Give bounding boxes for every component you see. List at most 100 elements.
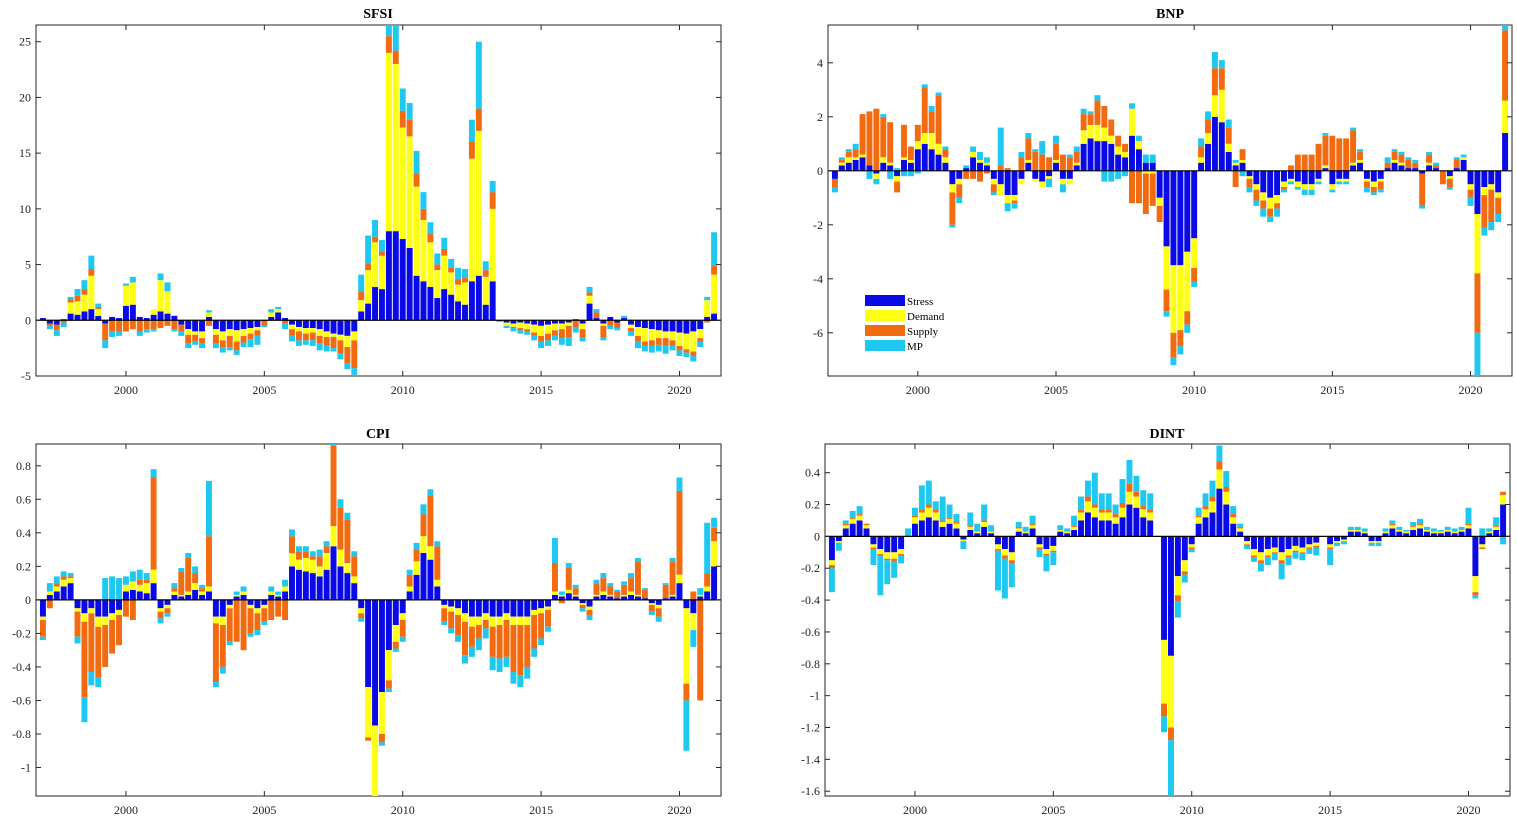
bar-supply xyxy=(1071,525,1078,527)
bar-demand xyxy=(1135,141,1142,150)
bar-mp xyxy=(462,655,468,664)
bar-demand xyxy=(538,325,545,336)
bar-mp xyxy=(1308,189,1315,196)
bar-mp xyxy=(275,591,282,595)
bar-stress xyxy=(880,162,887,171)
bar-mp xyxy=(171,583,178,589)
bar-stress xyxy=(1423,531,1430,537)
bar-stress xyxy=(634,320,641,327)
bar-mp xyxy=(385,688,392,693)
bar-mp xyxy=(946,504,953,518)
bar-mp xyxy=(579,337,586,342)
bar-demand xyxy=(1025,160,1032,163)
bar-mp xyxy=(74,289,81,296)
bar-demand xyxy=(1223,491,1230,505)
bar-mp xyxy=(1389,520,1396,524)
bar-mp xyxy=(690,355,697,362)
bar-supply xyxy=(1142,173,1149,214)
bar-demand xyxy=(157,280,164,312)
bar-supply xyxy=(894,181,901,193)
bar-mp xyxy=(53,576,60,584)
bar-demand xyxy=(455,284,462,302)
bar-demand xyxy=(1147,512,1154,521)
bar-mp xyxy=(129,276,136,283)
bar-mp xyxy=(634,557,641,562)
bar-supply xyxy=(420,208,427,220)
bar-mp xyxy=(88,255,95,270)
bar-stress xyxy=(1267,170,1274,198)
bar-mp xyxy=(1094,95,1101,101)
bar-supply xyxy=(1287,165,1294,171)
bar-mp xyxy=(1218,60,1225,69)
bar-demand xyxy=(1211,95,1218,117)
bar-demand xyxy=(990,178,997,185)
bar-supply xyxy=(1147,509,1154,513)
bar-demand xyxy=(178,594,185,597)
bar-supply xyxy=(503,620,510,657)
bar-demand xyxy=(1244,541,1251,545)
bar-mp xyxy=(344,363,351,370)
bar-mp xyxy=(579,608,586,612)
bar-stress xyxy=(1472,536,1479,577)
bar-supply xyxy=(1163,289,1170,312)
bar-supply xyxy=(939,520,946,523)
bar-stress xyxy=(122,591,129,600)
bar-mp xyxy=(1205,111,1211,120)
bar-supply xyxy=(53,324,60,331)
bar-mp xyxy=(1036,549,1043,558)
bar-mp xyxy=(1022,526,1029,532)
bar-mp xyxy=(1004,203,1011,212)
bar-mp xyxy=(164,613,171,617)
bar-stress xyxy=(157,599,164,609)
bar-stress xyxy=(1094,141,1101,171)
bar-stress xyxy=(586,599,593,607)
bar-demand xyxy=(988,531,995,534)
bar-stress xyxy=(268,594,275,600)
bar-supply xyxy=(351,556,358,577)
bar-supply xyxy=(302,333,309,341)
bar-mp xyxy=(1119,479,1126,503)
bar-supply xyxy=(316,335,323,344)
bar-stress xyxy=(641,598,648,600)
bar-mp xyxy=(1350,127,1357,131)
bar-stress xyxy=(1479,536,1486,545)
bar-mp xyxy=(1098,493,1105,510)
bars xyxy=(39,444,718,796)
bar-supply xyxy=(1198,146,1205,158)
bar-demand xyxy=(894,176,901,182)
x-tick-label: 2000 xyxy=(114,803,138,817)
bar-mp xyxy=(967,512,974,526)
bar-demand xyxy=(676,574,683,584)
bar-supply xyxy=(970,170,977,179)
bar-stress xyxy=(683,320,690,334)
bar-supply xyxy=(1232,170,1239,187)
bar-mp xyxy=(482,628,489,639)
bar-demand xyxy=(901,157,907,160)
bar-stress xyxy=(621,596,628,600)
bar-mp xyxy=(974,523,981,532)
bar-demand xyxy=(206,586,212,592)
bar-stress xyxy=(600,320,607,324)
bar-mp xyxy=(1237,523,1244,527)
bar-mp xyxy=(551,335,558,341)
bar-mp xyxy=(697,341,704,348)
bar-supply xyxy=(468,626,475,647)
bar-stress xyxy=(1018,170,1025,179)
bar-mp xyxy=(676,477,683,491)
y-tick-label: 10 xyxy=(19,202,31,216)
bar-mp xyxy=(1267,216,1274,223)
bar-demand xyxy=(261,604,268,609)
bar-supply xyxy=(884,558,891,561)
bar-demand xyxy=(1336,178,1343,182)
bar-demand xyxy=(928,133,935,150)
bar-supply xyxy=(309,556,316,560)
bar-demand xyxy=(1043,549,1050,554)
bar-demand xyxy=(1451,531,1458,534)
bar-mp xyxy=(1257,563,1264,572)
bar-stress xyxy=(1481,170,1488,187)
bar-mp xyxy=(932,501,939,510)
bar-stress xyxy=(1446,170,1453,177)
bar-mp xyxy=(378,240,385,252)
x-tick-label: 2015 xyxy=(529,383,553,397)
bar-demand xyxy=(1163,246,1170,290)
